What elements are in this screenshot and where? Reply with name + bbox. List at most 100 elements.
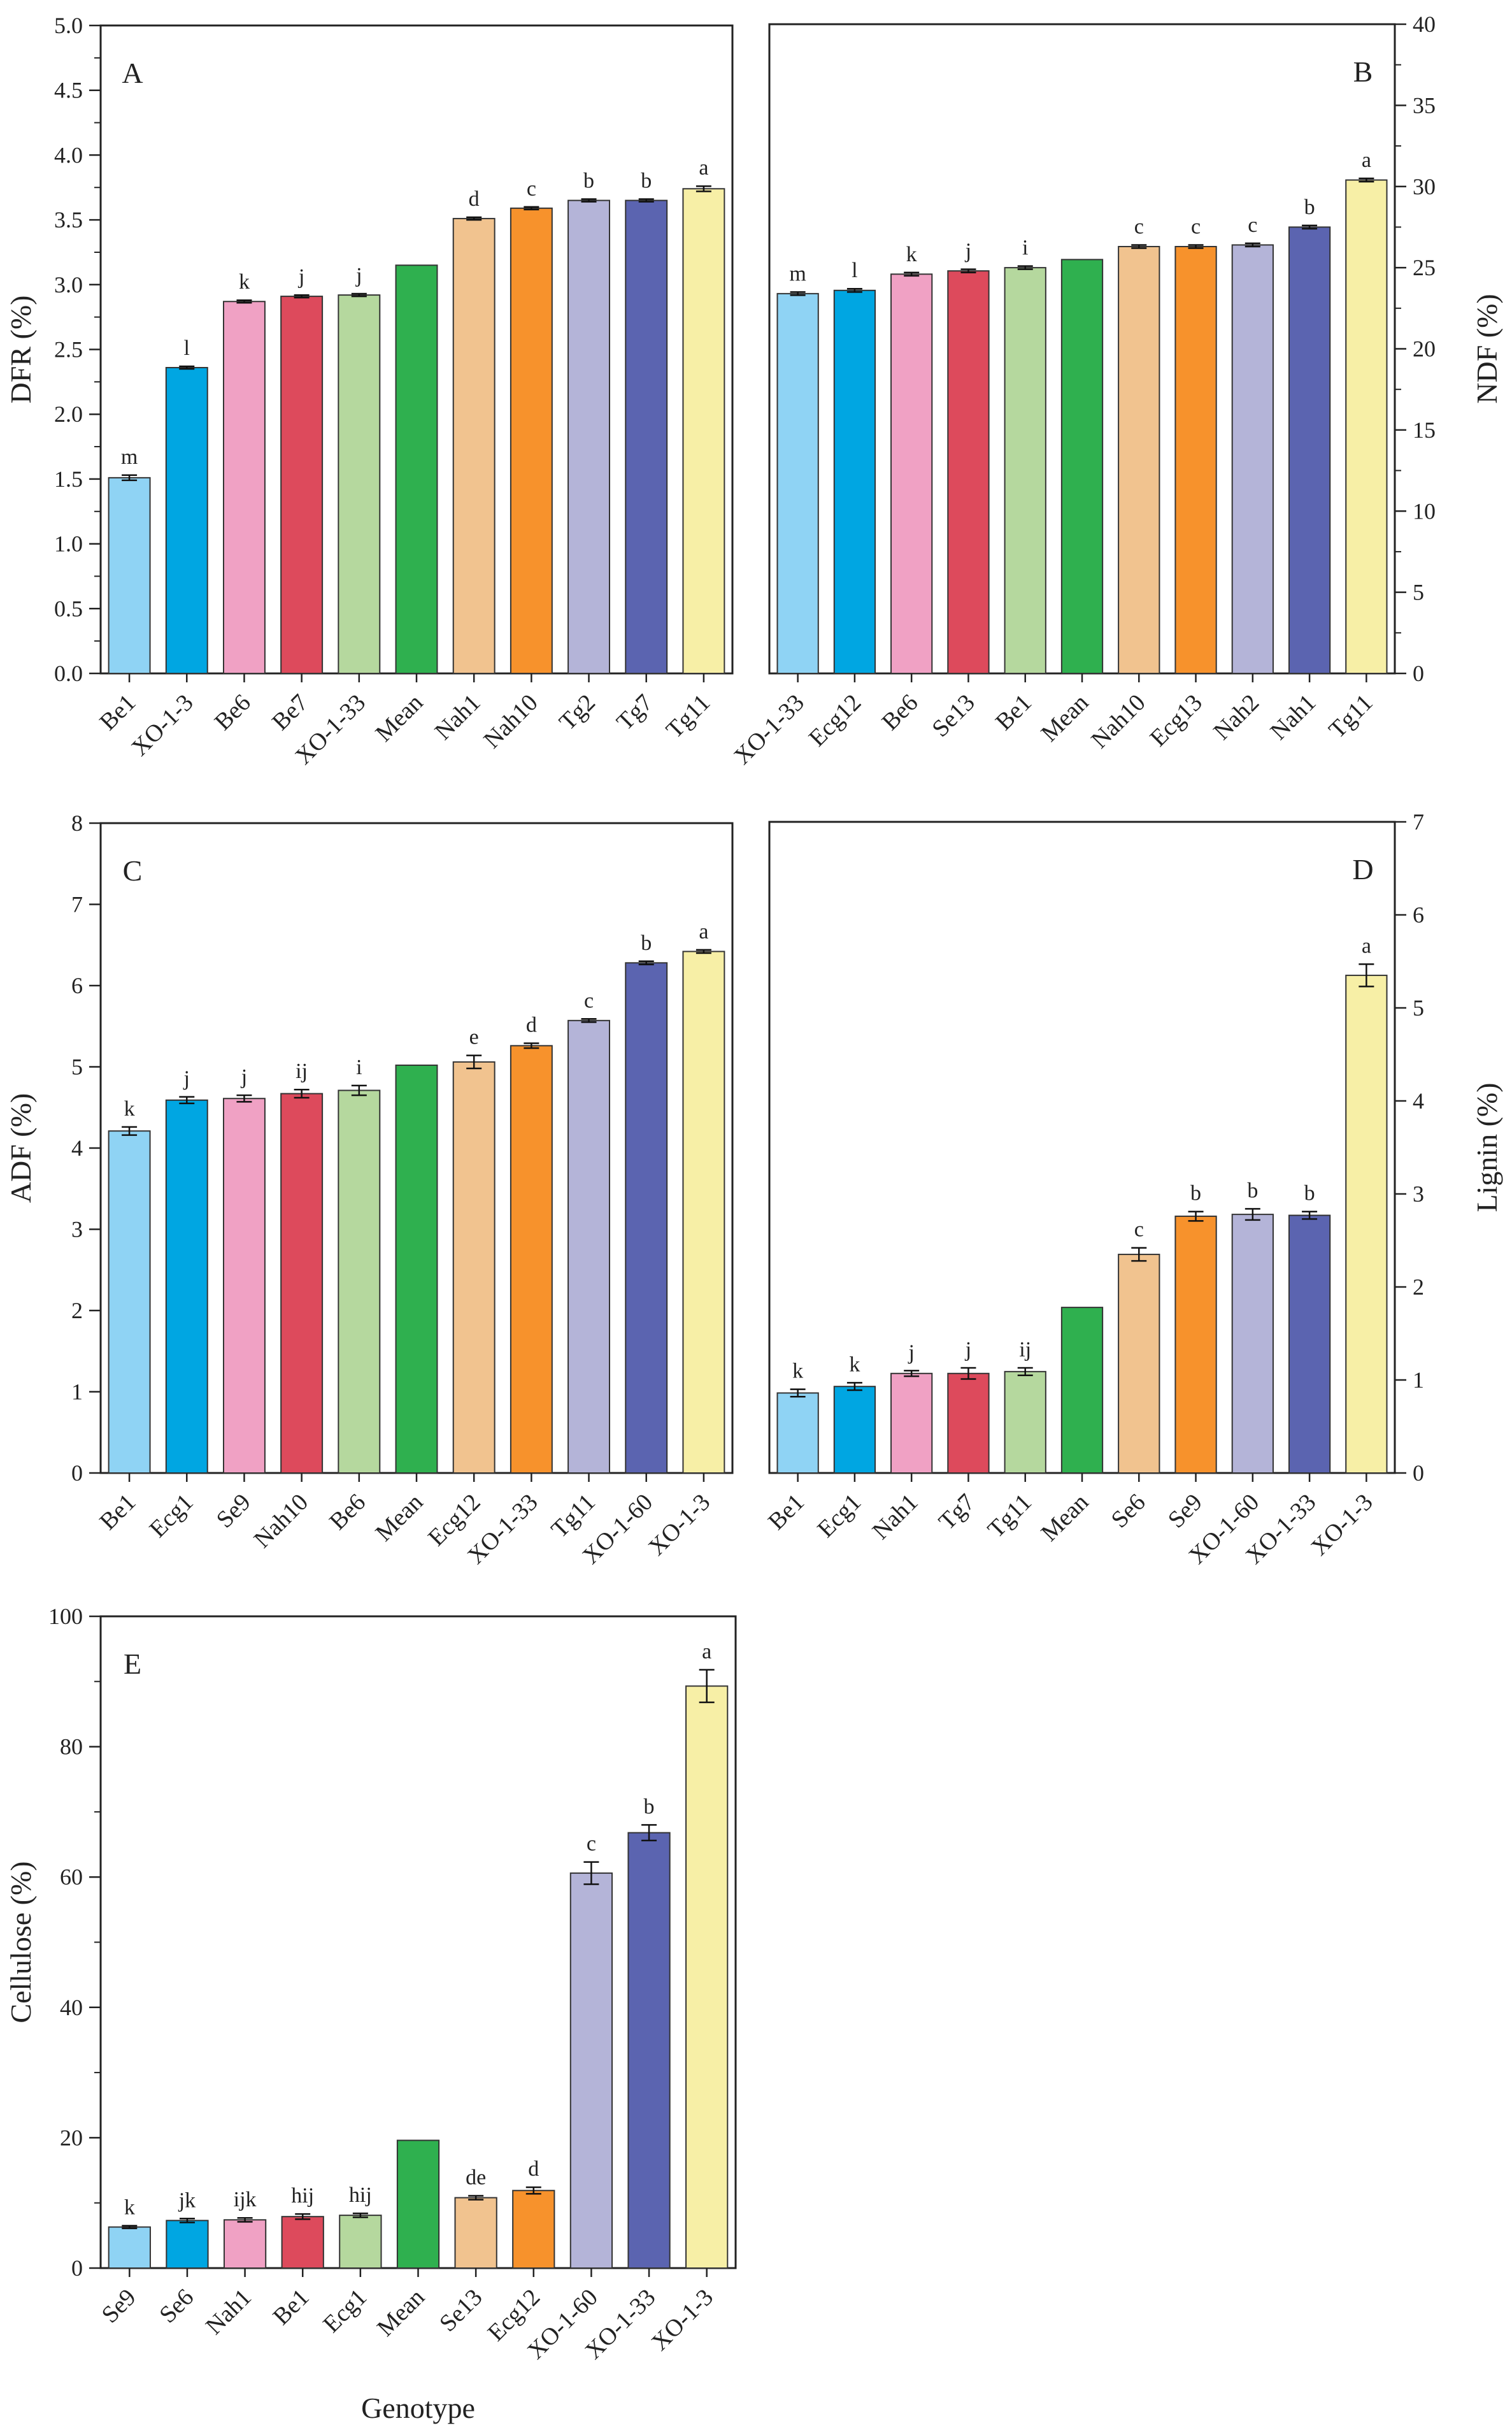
bar-ecg13[interactable] bbox=[1174, 246, 1217, 674]
significance-label: b bbox=[644, 1795, 655, 1818]
bar-be1[interactable] bbox=[776, 1392, 819, 1474]
bar-se9[interactable] bbox=[222, 1098, 266, 1474]
y-tick-label: 7 bbox=[1413, 809, 1424, 835]
error-bar bbox=[122, 1126, 138, 1136]
significance-label: b bbox=[1247, 1179, 1258, 1202]
error-bar bbox=[1017, 1367, 1033, 1376]
bar-ecg12[interactable] bbox=[833, 289, 876, 675]
y-tick-label: 1.0 bbox=[54, 531, 83, 557]
significance-label: hij bbox=[291, 2184, 314, 2208]
y-tick-label: 4 bbox=[71, 1135, 83, 1161]
significance-label: d bbox=[528, 2157, 539, 2181]
bar-xo-1-33[interactable] bbox=[776, 292, 819, 674]
bar-nah10[interactable] bbox=[510, 207, 553, 674]
x-tick-label: Be6 bbox=[324, 1489, 371, 1535]
x-tick-label: Se6 bbox=[154, 2284, 199, 2329]
bar-tg2[interactable] bbox=[567, 199, 611, 674]
significance-label: m bbox=[121, 445, 138, 469]
bar-se13[interactable] bbox=[947, 270, 990, 675]
x-tick-label: Be1 bbox=[94, 1489, 141, 1535]
bar-tg11[interactable] bbox=[1004, 1370, 1046, 1474]
significance-label: i bbox=[356, 1056, 362, 1079]
bar-xo-1-3[interactable] bbox=[1345, 974, 1388, 1474]
bar-mean[interactable] bbox=[1060, 1307, 1104, 1474]
significance-label: a bbox=[1362, 934, 1371, 958]
bar-be6[interactable] bbox=[222, 301, 266, 674]
significance-label: l bbox=[852, 259, 857, 282]
bar-be6[interactable] bbox=[890, 273, 933, 674]
bar-xo-1-33[interactable] bbox=[627, 1832, 671, 2269]
error-bar bbox=[295, 2213, 311, 2220]
bar-tg11[interactable] bbox=[682, 188, 725, 674]
error-bar bbox=[1131, 244, 1147, 249]
bar-tg7[interactable] bbox=[947, 1372, 990, 1474]
x-tick-label: Tg11 bbox=[661, 689, 715, 743]
error-bar bbox=[236, 1094, 252, 1103]
bar-ecg12[interactable] bbox=[452, 1061, 496, 1474]
bar-xo-1-60[interactable] bbox=[1231, 1214, 1274, 1474]
y-tick-label: 4 bbox=[1413, 1088, 1424, 1114]
bar-nah1[interactable] bbox=[452, 218, 496, 675]
bar-mean[interactable] bbox=[395, 264, 438, 675]
bar-nah2[interactable] bbox=[1231, 244, 1274, 674]
bar-ecg12[interactable] bbox=[512, 2190, 555, 2269]
x-tick-label: Be1 bbox=[990, 689, 1037, 736]
bar-ecg1[interactable] bbox=[165, 1099, 208, 1474]
bar-xo-1-33[interactable] bbox=[1288, 1214, 1331, 1474]
error-bar bbox=[790, 1388, 806, 1398]
y-tick-label: 35 bbox=[1413, 92, 1436, 118]
y-tick-label: 25 bbox=[1413, 255, 1436, 280]
bar-nah1[interactable] bbox=[1288, 226, 1331, 674]
bar-xo-1-60[interactable] bbox=[625, 962, 668, 1474]
error-bar bbox=[524, 1042, 539, 1049]
x-axis-title: Genotype bbox=[361, 2392, 475, 2424]
significance-label: c bbox=[1248, 213, 1257, 237]
significance-label: ij bbox=[1019, 1338, 1031, 1361]
y-axis-title: ADF (%) bbox=[4, 1093, 37, 1203]
bar-be1[interactable] bbox=[108, 1130, 151, 1474]
bar-tg7[interactable] bbox=[625, 199, 668, 674]
bar-xo-1-33[interactable] bbox=[338, 294, 381, 674]
bar-tg11[interactable] bbox=[1345, 179, 1388, 674]
bar-tg11[interactable] bbox=[567, 1019, 611, 1474]
error-bar bbox=[468, 2195, 484, 2201]
bar-xo-1-3[interactable] bbox=[685, 1685, 729, 2269]
significance-label: i bbox=[1022, 236, 1028, 260]
bar-nah1[interactable] bbox=[223, 2219, 267, 2269]
bar-se13[interactable] bbox=[454, 2197, 497, 2269]
bar-se6[interactable] bbox=[166, 2220, 209, 2269]
bar-xo-1-3[interactable] bbox=[682, 951, 725, 1474]
bar-se9[interactable] bbox=[1174, 1216, 1217, 1474]
bar-nah10[interactable] bbox=[1118, 246, 1160, 674]
bar-be1[interactable] bbox=[281, 2216, 324, 2269]
bar-mean[interactable] bbox=[395, 1064, 438, 1474]
bar-be1[interactable] bbox=[108, 477, 151, 675]
bar-ecg1[interactable] bbox=[833, 1386, 876, 1474]
bar-mean[interactable] bbox=[1060, 259, 1104, 674]
bar-be1[interactable] bbox=[1004, 267, 1046, 674]
bar-xo-1-3[interactable] bbox=[165, 366, 208, 674]
x-tick-label: Ecg12 bbox=[804, 689, 866, 752]
error-bar bbox=[904, 1370, 920, 1377]
bar-xo-1-60[interactable] bbox=[569, 1872, 613, 2269]
bar-be6[interactable] bbox=[338, 1089, 381, 1474]
bar-se9[interactable] bbox=[108, 2226, 151, 2269]
significance-label: a bbox=[699, 156, 708, 180]
error-bar bbox=[1359, 963, 1374, 988]
bar-mean[interactable] bbox=[396, 2139, 440, 2269]
bar-be7[interactable] bbox=[280, 296, 324, 674]
y-tick-label: 3.5 bbox=[54, 207, 83, 233]
x-tick-label: Nah10 bbox=[478, 689, 543, 754]
y-axis-title: Lignin (%) bbox=[1471, 1082, 1503, 1212]
error-bar bbox=[638, 960, 654, 966]
bar-se6[interactable] bbox=[1118, 1253, 1160, 1474]
y-tick-label: 4.0 bbox=[54, 142, 83, 168]
bar-nah10[interactable] bbox=[280, 1093, 324, 1474]
error-bar bbox=[581, 198, 597, 203]
error-bar bbox=[960, 1367, 976, 1380]
y-tick-label: 30 bbox=[1413, 174, 1436, 199]
bar-ecg1[interactable] bbox=[339, 2215, 382, 2269]
bar-nah1[interactable] bbox=[890, 1372, 933, 1474]
x-tick-label: Nah10 bbox=[249, 1489, 313, 1553]
bar-xo-1-33[interactable] bbox=[510, 1045, 553, 1474]
